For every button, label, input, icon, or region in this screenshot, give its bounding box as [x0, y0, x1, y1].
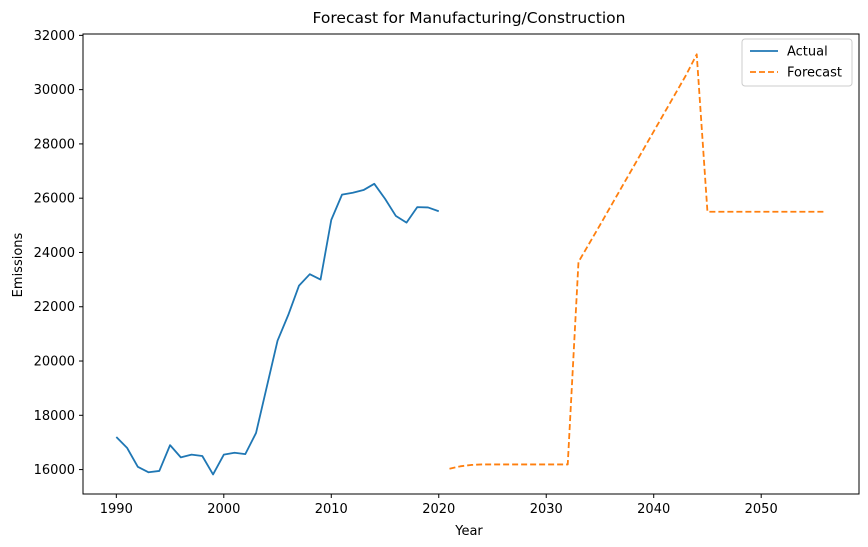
y-tick-label: 32000	[34, 29, 75, 44]
x-tick-label: 1990	[100, 502, 133, 517]
legend: Actual Forecast	[741, 38, 853, 87]
y-tick-label: 28000	[34, 137, 75, 152]
y-tick-label: 18000	[34, 409, 75, 424]
x-tick-label: 2040	[637, 502, 670, 517]
x-axis-label: Year	[454, 524, 483, 539]
x-tick-label: 2020	[422, 502, 455, 517]
y-tick-label: 20000	[34, 355, 75, 370]
y-tick-label: 30000	[34, 83, 75, 98]
series-line-actual	[115, 182, 440, 476]
x-tick-label: 2000	[207, 502, 240, 517]
axes-layer: 1990 2000 2010 2020 2030 2040 2050 16000 18000 20…	[34, 29, 860, 517]
y-tick-label: 24000	[34, 246, 75, 261]
x-tick-label: 2050	[745, 502, 778, 517]
y-tick-label: 26000	[34, 192, 75, 207]
series-line-forecast	[449, 53, 826, 470]
x-tick-label: 2010	[315, 502, 348, 517]
y-axis-label: Emissions	[11, 232, 26, 297]
legend-label-actual: Actual	[787, 45, 828, 60]
y-tick-label: 16000	[34, 463, 75, 478]
chart-title: Forecast for Manufacturing/Construction	[313, 9, 626, 27]
series-layer	[115, 53, 826, 476]
x-tick-label: 2030	[530, 502, 563, 517]
y-tick-label: 22000	[34, 300, 75, 315]
legend-label-forecast: Forecast	[787, 66, 842, 81]
plot-frame	[82, 33, 860, 495]
